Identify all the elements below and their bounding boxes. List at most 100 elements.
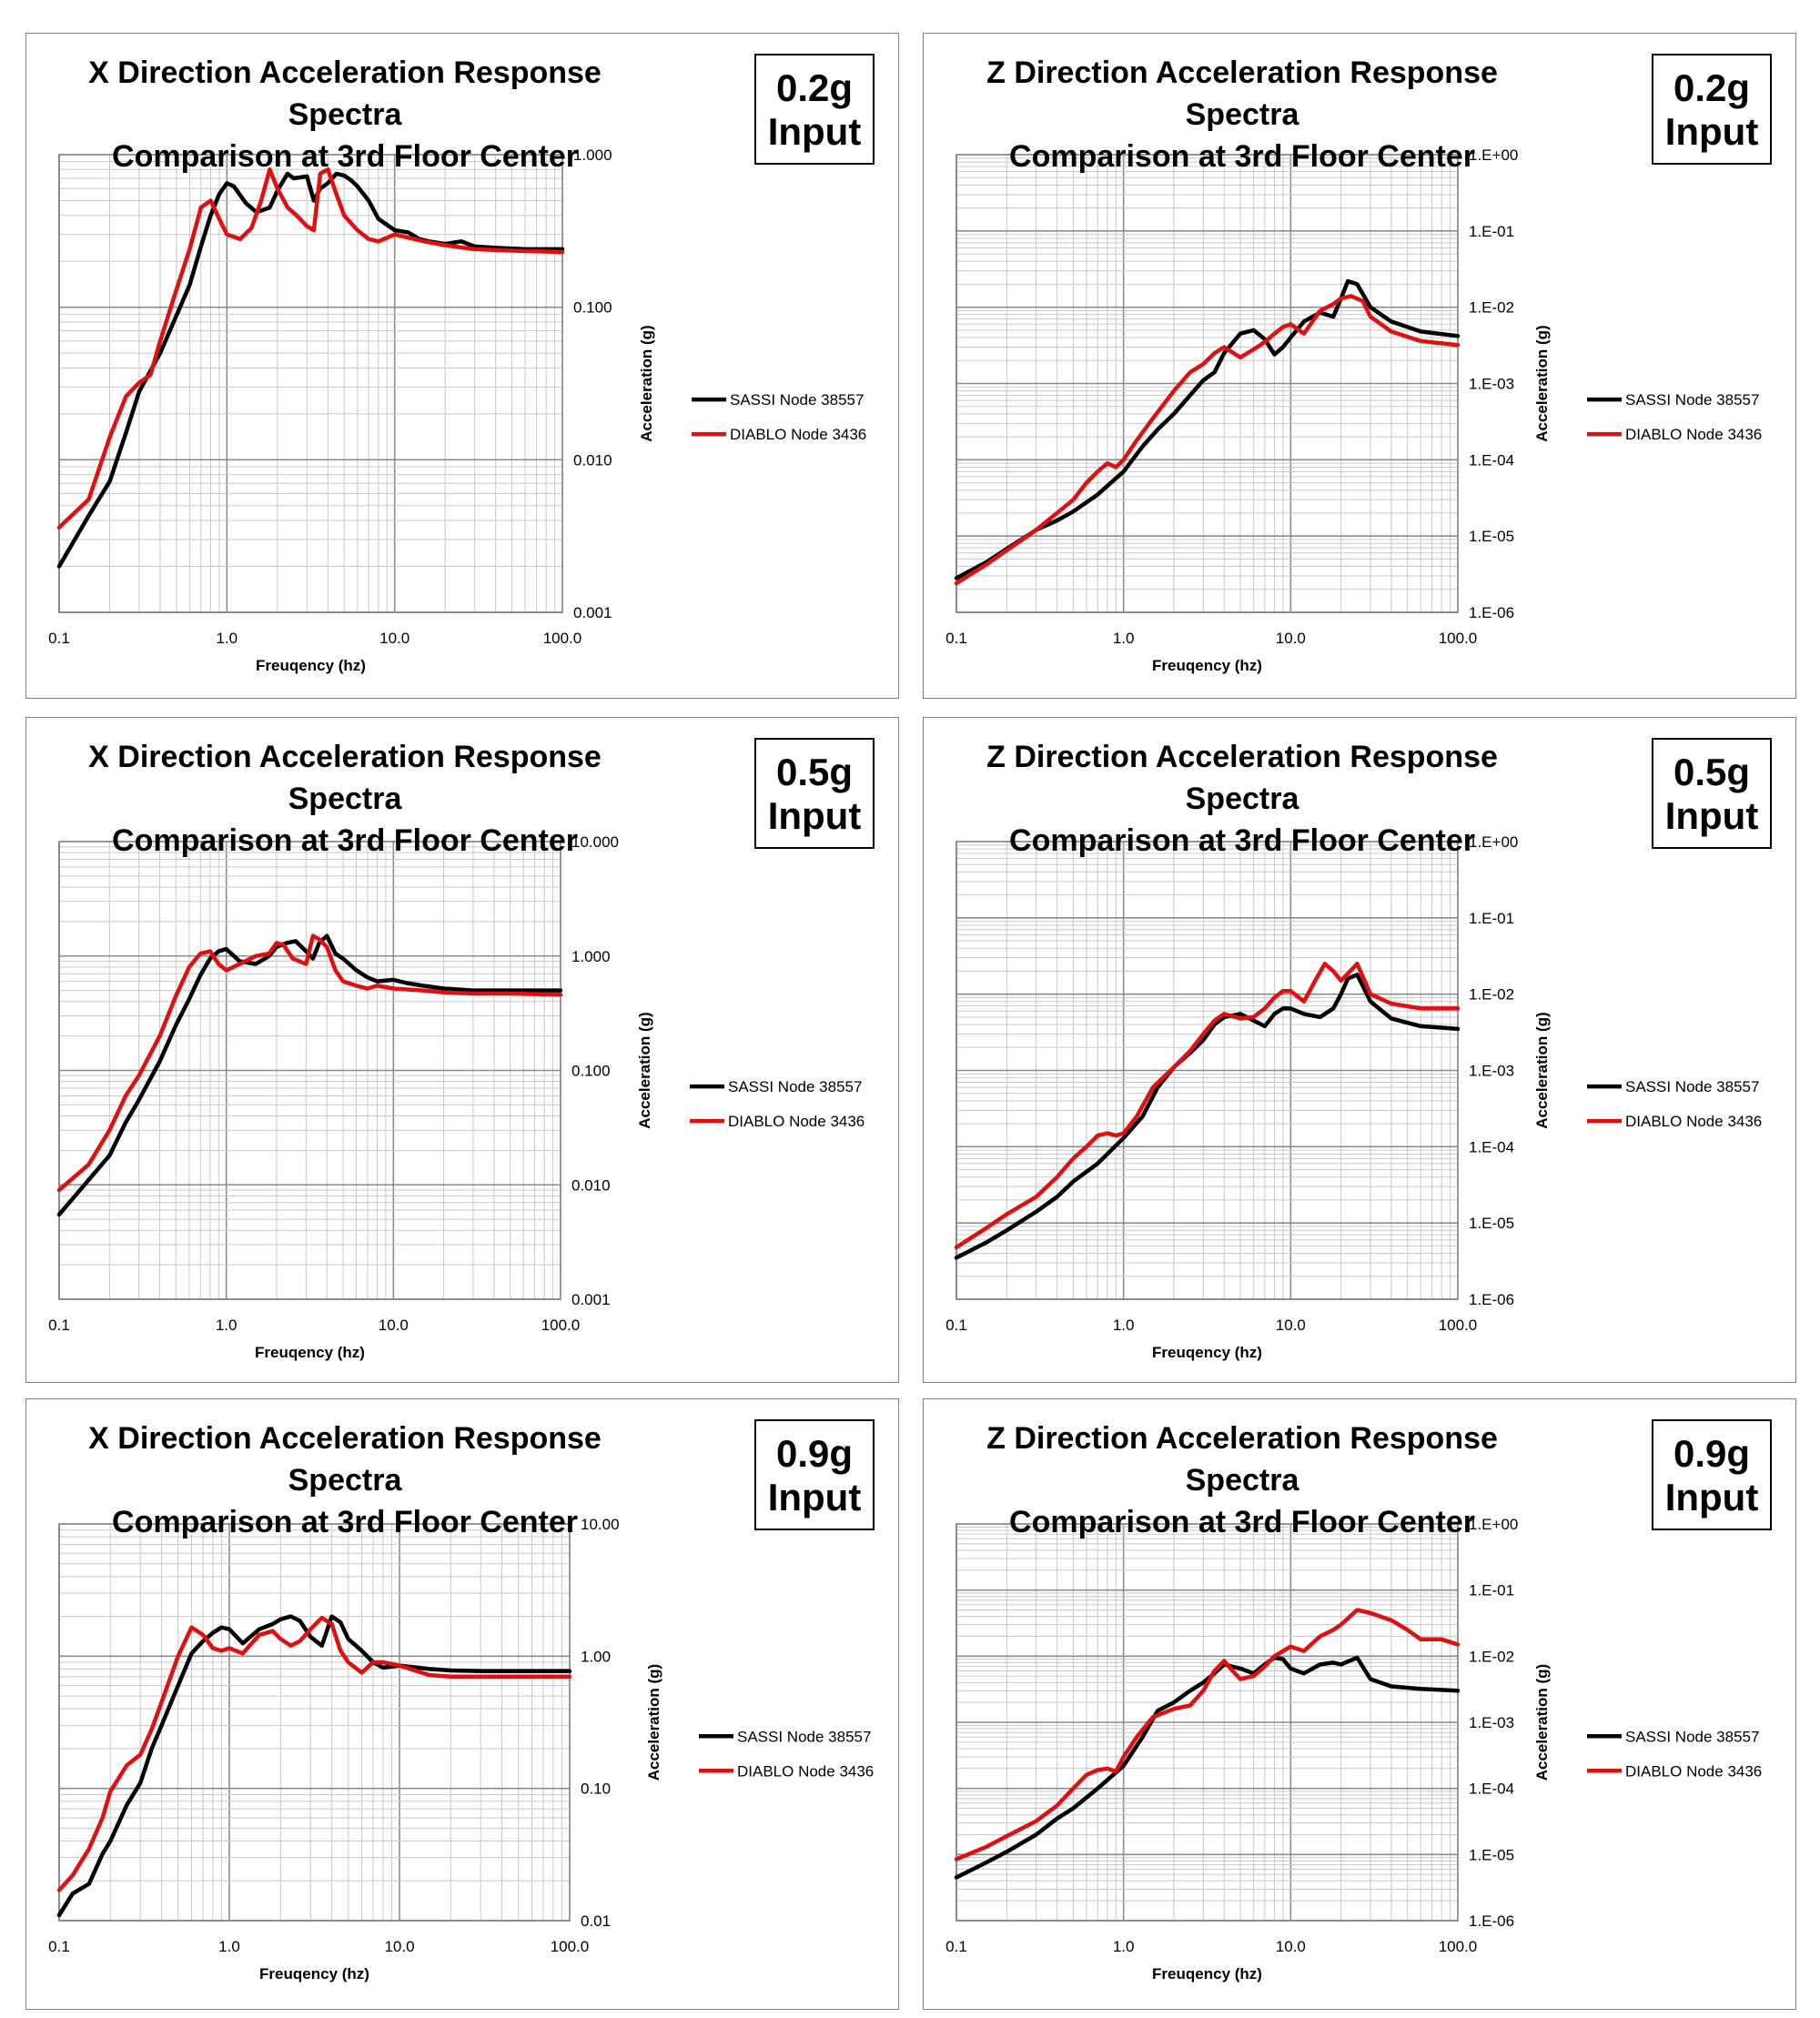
series-line-diablo [56,166,565,530]
input-level-value: 0.2g [1673,66,1751,109]
chart-title: Z Direction Acceleration Response Spectr… [933,736,1552,862]
y-tick-label: 0.100 [571,1063,611,1080]
legend-label: DIABLO Node 3436 [1625,426,1762,443]
chart-title-line1: Z Direction Acceleration Response Spectr… [986,55,1498,132]
y-tick-label: 1.E+00 [1469,1516,1518,1533]
series-line-sassi [954,1655,1461,1880]
x-tick-label: 100.0 [541,1317,581,1334]
y-tick-label: 1.E-04 [1469,451,1514,469]
x-tick-label: 1.0 [1113,1938,1135,1955]
y-tick-label: 1.E-05 [1469,1846,1514,1863]
x-tick-label: 100.0 [543,630,582,647]
x-tick-label: 10.0 [379,1317,409,1334]
input-level-label: Input [767,794,862,837]
chart-panel-5: 0.1 1.0 10.0 100.0 0.01 0.10 1.00 10.00 Freuqenc… [25,1398,899,2010]
y-tick-label: 1.E-04 [1469,1138,1514,1155]
y-tick-label: 1.E-06 [1469,1912,1514,1930]
x-tick-label: 10.0 [1276,1938,1306,1955]
y-tick-label: 1.E-06 [1469,1291,1514,1308]
grid [58,1524,570,1922]
grid [956,155,1458,613]
y-axis-label: Acceleration (g) [638,325,655,441]
x-tick-label: 100.0 [551,1938,590,1955]
input-level-value: 0.5g [1673,751,1751,793]
x-tick-label: 0.1 [945,630,967,647]
input-level-label: Input [1664,110,1759,153]
x-axis-label: Freuqency (hz) [1152,1965,1262,1983]
series-line-diablo [56,1615,572,1892]
input-level-label: Input [1664,794,1759,837]
y-tick-label: 0.100 [573,299,612,317]
chart-panel-6: 0.1 1.0 10.0 100.0 1.E-06 1.E-05 1.E-04 1.E-03 1… [923,1398,1796,2010]
chart-title-line1: X Direction Acceleration Response Spectr… [88,740,602,816]
chart-title-line1: Z Direction Acceleration Response Spectr… [986,740,1498,816]
chart-svg: 0.1 1.0 10.0 100.0 0.001 0.010 0.100 1.000 Freuq… [48,146,866,674]
chart-title-line2: Comparison at 3rd Floor Center [1009,823,1475,858]
y-tick-label: 1.E-03 [1469,1714,1514,1731]
chart-panel-3: 0.1 1.0 10.0 100.0 0.001 0.010 0.100 1.000 10.00… [25,717,899,1383]
grid [956,1524,1458,1922]
chart-title: X Direction Acceleration Response Spectr… [35,1418,654,1543]
chart-title: Z Direction Acceleration Response Spectr… [933,52,1552,177]
chart-title: X Direction Acceleration Response Spectr… [35,52,654,177]
legend-label: DIABLO Node 3436 [1625,1762,1762,1780]
y-tick-label: 1.E-03 [1469,1063,1514,1080]
chart-svg: 0.1 1.0 10.0 100.0 1.E-06 1.E-05 1.E-04 1.E-03 1… [945,1516,1762,1983]
series-line-diablo [954,1608,1461,1862]
x-axis-label: Freuqency (hz) [1152,1344,1262,1361]
legend-label: SASSI Node 38557 [728,1078,862,1095]
input-level-value: 0.2g [775,66,854,109]
y-tick-label: 0.010 [571,1176,611,1194]
legend-label: DIABLO Node 3436 [1625,1113,1762,1130]
input-level-box: 0.5g Input [1652,738,1772,849]
chart-panel-4: 0.1 1.0 10.0 100.0 1.E-06 1.E-05 1.E-04 1.E-03 1… [923,717,1796,1383]
y-tick-label: 1.E-04 [1469,1781,1514,1798]
y-tick-label: 1.E-01 [1469,910,1514,927]
legend-label: DIABLO Node 3436 [730,426,866,443]
legend-label: DIABLO Node 3436 [728,1113,864,1130]
y-axis-label: Acceleration (g) [1533,1012,1551,1128]
x-axis-label: Freuqency (hz) [256,657,366,674]
grid [58,842,561,1300]
x-tick-label: 1.0 [216,1317,238,1334]
chart-title-line1: Z Direction Acceleration Response Spectr… [986,1421,1498,1498]
legend-label: SASSI Node 38557 [1625,391,1759,409]
series-line-sassi [56,933,563,1217]
plot-frame [956,841,1459,1300]
chart-panel-1: 0.1 1.0 10.0 100.0 0.001 0.010 0.100 1.000 Freuq… [25,33,899,699]
chart-title-line1: X Direction Acceleration Response Spectr… [88,1421,602,1498]
y-tick-label: 1.000 [571,948,611,965]
y-axis-label: Acceleration (g) [1533,325,1551,441]
x-tick-label: 0.1 [48,1938,70,1955]
plot-frame [58,154,563,613]
x-tick-label: 10.0 [384,1938,414,1955]
y-tick-label: 10.00 [581,1516,620,1533]
y-tick-label: 1.E-01 [1469,223,1514,240]
x-tick-label: 10.0 [1276,630,1306,647]
series-line-sassi [954,278,1461,580]
x-tick-label: 1.0 [218,1938,240,1955]
chart-title-line2: Comparison at 3rd Floor Center [1009,139,1475,174]
y-tick-label: 0.010 [573,451,612,469]
input-level-value: 0.9g [1673,1432,1751,1475]
x-tick-label: 0.1 [945,1317,967,1334]
plot-frame [956,154,1459,613]
plot-frame [58,841,561,1300]
x-tick-label: 10.0 [379,630,410,647]
y-tick-label: 1.00 [581,1648,611,1665]
input-level-label: Input [1664,1476,1759,1519]
chart-title-line1: X Direction Acceleration Response Spectr… [88,55,602,132]
legend-label: SASSI Node 38557 [1625,1078,1759,1095]
input-level-box: 0.5g Input [754,738,875,849]
x-tick-label: 1.0 [1113,630,1135,647]
x-tick-label: 0.1 [48,1317,70,1334]
input-level-box: 0.9g Input [1652,1419,1772,1530]
series-line-diablo [954,294,1461,586]
chart-title-line2: Comparison at 3rd Floor Center [112,139,578,174]
series-line-sassi [954,973,1461,1260]
grid [58,155,562,613]
y-tick-label: 1.E-03 [1469,376,1514,393]
grid [956,842,1458,1300]
y-tick-label: 1.E-02 [1469,299,1514,317]
x-tick-label: 100.0 [1439,1317,1478,1334]
